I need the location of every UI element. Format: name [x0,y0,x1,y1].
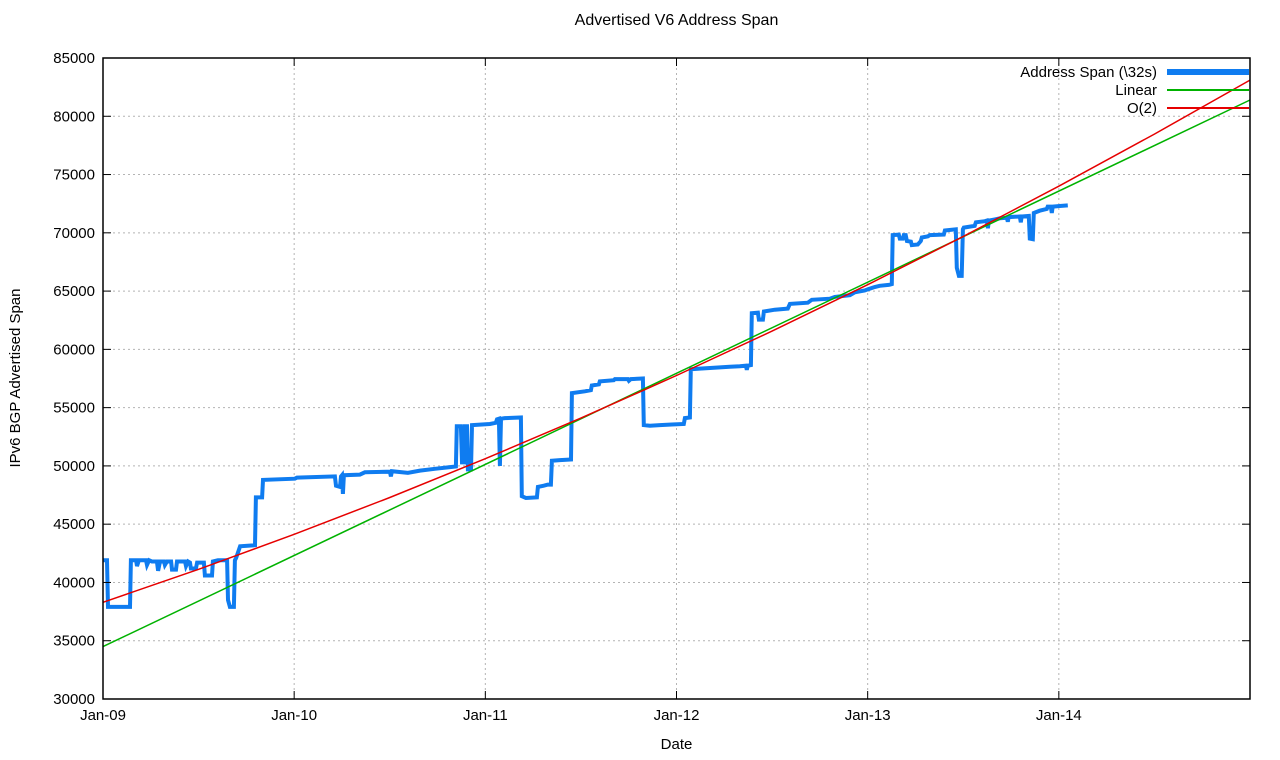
legend-label-address-span: Address Span (\32s) [1020,63,1157,81]
legend-row-linear: Linear [923,81,1249,99]
legend-row-address-span: Address Span (\32s) [923,63,1249,81]
y-tick-label: 30000 [53,691,95,708]
legend: Address Span (\32s) Linear O(2) [923,63,1249,117]
legend-label-o2: O(2) [1127,99,1157,117]
legend-row-o2: O(2) [923,99,1249,117]
grid-lines [103,58,1250,699]
y-tick-label: 45000 [53,516,95,533]
y-tick-label: 40000 [53,574,95,591]
plot-border [102,57,1251,700]
y-tick-label: 35000 [53,633,95,650]
x-tick-label: Jan-10 [271,707,317,724]
legend-sample-address-span-line [1167,69,1249,75]
y-tick-label: 50000 [53,458,95,475]
legend-sample-linear-line [1167,89,1249,91]
series-linear [102,99,1251,648]
axis-ticks: 30000 35000 40000 45000 50000 55000 60000 65000… [53,50,1250,724]
y-tick-label: 55000 [53,400,95,417]
y-tick-label: 60000 [53,341,95,358]
x-tick-label: Jan-14 [1036,707,1082,724]
chart-title: Advertised V6 Address Span [574,12,779,29]
x-tick-label: Jan-11 [463,707,508,724]
x-tick-label: Jan-09 [80,707,126,724]
y-tick-label: 70000 [53,225,95,242]
series-address-span [103,203,1068,609]
series-o2 [102,79,1251,604]
y-tick-label: 85000 [53,50,95,67]
y-axis-title: IPv6 BGP Advertised Span [7,288,24,468]
y-tick-label: 80000 [53,108,95,125]
x-tick-label: Jan-12 [654,707,700,724]
legend-label-linear: Linear [1115,81,1157,99]
x-axis-title: Date [660,736,693,753]
legend-sample-o2-line [1167,107,1249,109]
y-tick-label: 75000 [53,167,95,184]
y-tick-label: 65000 [53,283,95,300]
x-tick-label: Jan-13 [845,707,891,724]
